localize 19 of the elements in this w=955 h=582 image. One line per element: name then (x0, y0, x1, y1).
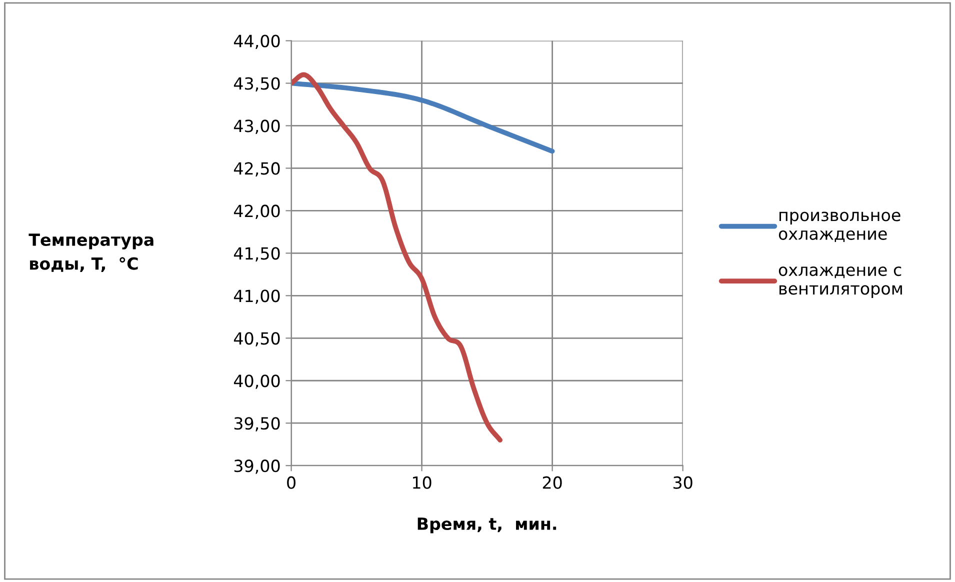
y-tick-label: 41,00 (234, 290, 280, 304)
x-axis-title: Время, t, мин. (418, 518, 556, 534)
y-tick-label: 42,50 (234, 162, 280, 176)
y-tick-label: 40,00 (234, 374, 280, 389)
y-tick-label: 39,50 (234, 417, 280, 432)
legend-label: произвольное охлаждение (778, 212, 900, 242)
y-tick-label: 40,50 (234, 332, 280, 346)
x-tick-label: 20 (542, 476, 562, 489)
y-tick-label: 42,00 (234, 204, 280, 219)
y-tick-label: 39,00 (234, 460, 280, 474)
x-tick-label: 10 (413, 476, 432, 489)
y-tick-label: 43,00 (234, 120, 280, 134)
y-tick-label: 41,50 (234, 247, 280, 262)
legend-label: охлаждение с вентилятором (778, 266, 902, 298)
x-tick-label: 30 (673, 476, 692, 489)
y-axis-title: Температура воды, T, °C (28, 234, 154, 272)
x-tick-label: 0 (287, 476, 296, 489)
y-tick-label: 43,50 (234, 77, 280, 92)
y-tick-label: 44,00 (234, 34, 280, 50)
